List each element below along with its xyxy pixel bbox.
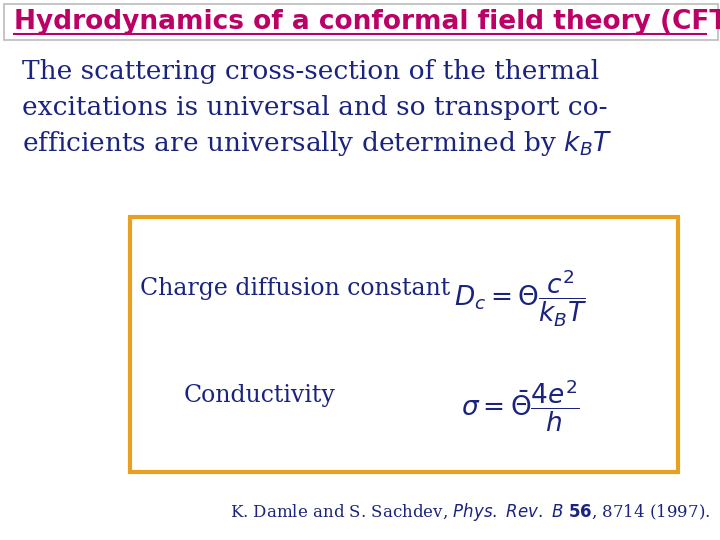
Text: efficients are universally determined by $k_BT$: efficients are universally determined by…	[22, 130, 613, 159]
FancyBboxPatch shape	[4, 4, 718, 40]
Text: The scattering cross-section of the thermal: The scattering cross-section of the ther…	[22, 59, 599, 84]
Text: excitations is universal and so transport co-: excitations is universal and so transpor…	[22, 96, 608, 120]
FancyBboxPatch shape	[130, 217, 678, 472]
Text: $D_c = \Theta\dfrac{c^2}{k_BT}$: $D_c = \Theta\dfrac{c^2}{k_BT}$	[454, 268, 586, 329]
Text: K. Damle and S. Sachdev, $\mathit{Phys.\ Rev.\ B}\ \mathbf{56}$, 8714 (1997).: K. Damle and S. Sachdev, $\mathit{Phys.\…	[230, 501, 710, 523]
Text: Charge diffusion constant: Charge diffusion constant	[140, 277, 450, 300]
Text: Hydrodynamics of a conformal field theory (CFT): Hydrodynamics of a conformal field theor…	[14, 9, 720, 35]
Text: Conductivity: Conductivity	[184, 384, 336, 407]
Text: $\sigma = \bar{\Theta}\dfrac{4e^2}{h}$: $\sigma = \bar{\Theta}\dfrac{4e^2}{h}$	[461, 377, 580, 434]
